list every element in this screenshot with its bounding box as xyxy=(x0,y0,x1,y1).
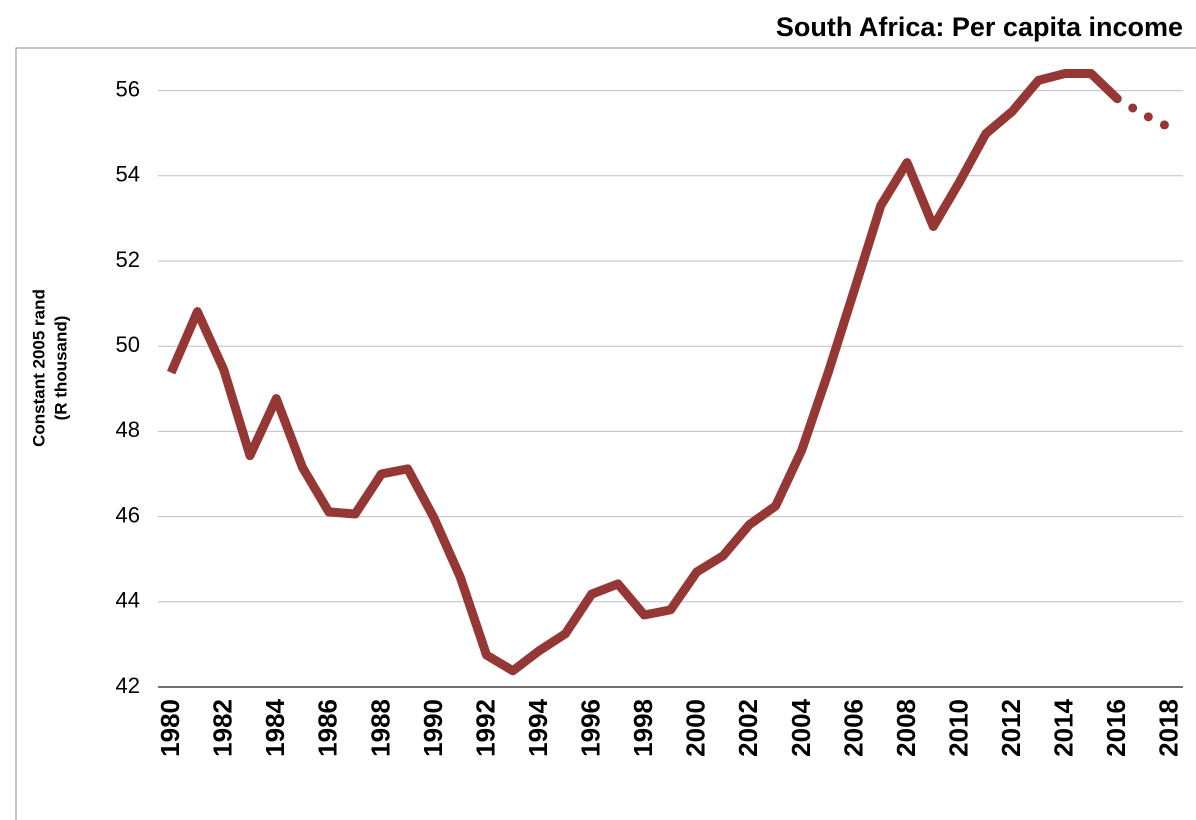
y-tick-label: 50 xyxy=(116,332,140,357)
x-tick-label: 1988 xyxy=(365,699,395,757)
x-tick-group: 2000 xyxy=(681,699,711,757)
y-axis-title: Constant 2005 rand (R thousand) xyxy=(29,289,70,447)
x-tick-label: 1980 xyxy=(155,699,185,757)
x-tick-label: 1990 xyxy=(418,699,448,757)
x-tick-label: 2008 xyxy=(891,699,921,757)
x-tick-group: 2012 xyxy=(996,699,1026,757)
x-tick-group: 1980 xyxy=(155,699,185,757)
x-tick-group: 2018 xyxy=(1154,699,1184,757)
x-tick-label: 1998 xyxy=(628,699,658,757)
x-tick-label: 1982 xyxy=(208,699,238,757)
x-tick-label: 2006 xyxy=(838,699,868,757)
x-tick-group: 2002 xyxy=(733,699,763,757)
data-line xyxy=(1112,94,1175,133)
x-tick-label: 1992 xyxy=(470,699,500,757)
x-tick-group: 2008 xyxy=(891,699,921,757)
x-tick-label: 2018 xyxy=(1154,699,1184,757)
y-tick-label: 54 xyxy=(116,162,140,187)
x-tick-label: 2000 xyxy=(681,699,711,757)
y-tick-label: 48 xyxy=(116,417,140,442)
x-tick-group: 2004 xyxy=(786,698,816,756)
x-tick-group: 2010 xyxy=(943,699,973,757)
x-tick-group: 1984 xyxy=(260,698,290,756)
y-tick-label: 56 xyxy=(116,76,140,101)
y-tick-label: 44 xyxy=(116,588,140,613)
x-tick-label: 1986 xyxy=(313,699,343,757)
x-tick-label: 2002 xyxy=(733,699,763,757)
y-tick-label: 52 xyxy=(116,247,140,272)
chart-title: South Africa: Per capita income xyxy=(776,12,1183,42)
x-tick-label: 2016 xyxy=(1101,699,1131,757)
x-tick-label: 2014 xyxy=(1049,698,1079,756)
chart-frame xyxy=(15,47,1196,820)
y-tick-label: 42 xyxy=(116,673,140,698)
x-tick-group: 2016 xyxy=(1101,699,1131,757)
x-tick-label: 1994 xyxy=(523,698,553,756)
x-tick-group: 1986 xyxy=(313,699,343,757)
x-tick-label: 1984 xyxy=(260,698,290,756)
x-tick-group: 1994 xyxy=(523,698,553,756)
x-tick-label: 2010 xyxy=(943,699,973,757)
x-tick-group: 1982 xyxy=(208,699,238,757)
data-line xyxy=(167,69,1121,676)
x-tick-group: 2014 xyxy=(1049,698,1079,756)
x-tick-group: 1998 xyxy=(628,699,658,757)
x-tick-group: 1992 xyxy=(470,699,500,757)
x-tick-label: 2004 xyxy=(786,698,816,756)
x-tick-group: 1988 xyxy=(365,699,395,757)
x-tick-label: 1996 xyxy=(576,699,606,757)
x-tick-group: 2006 xyxy=(838,699,868,757)
y-axis-title-line: Constant 2005 rand xyxy=(29,289,48,447)
y-axis-title-line: (R thousand) xyxy=(51,316,70,421)
x-tick-group: 1990 xyxy=(418,699,448,757)
y-tick-label: 46 xyxy=(116,502,140,527)
x-tick-group: 1996 xyxy=(576,699,606,757)
x-tick-label: 2012 xyxy=(996,699,1026,757)
